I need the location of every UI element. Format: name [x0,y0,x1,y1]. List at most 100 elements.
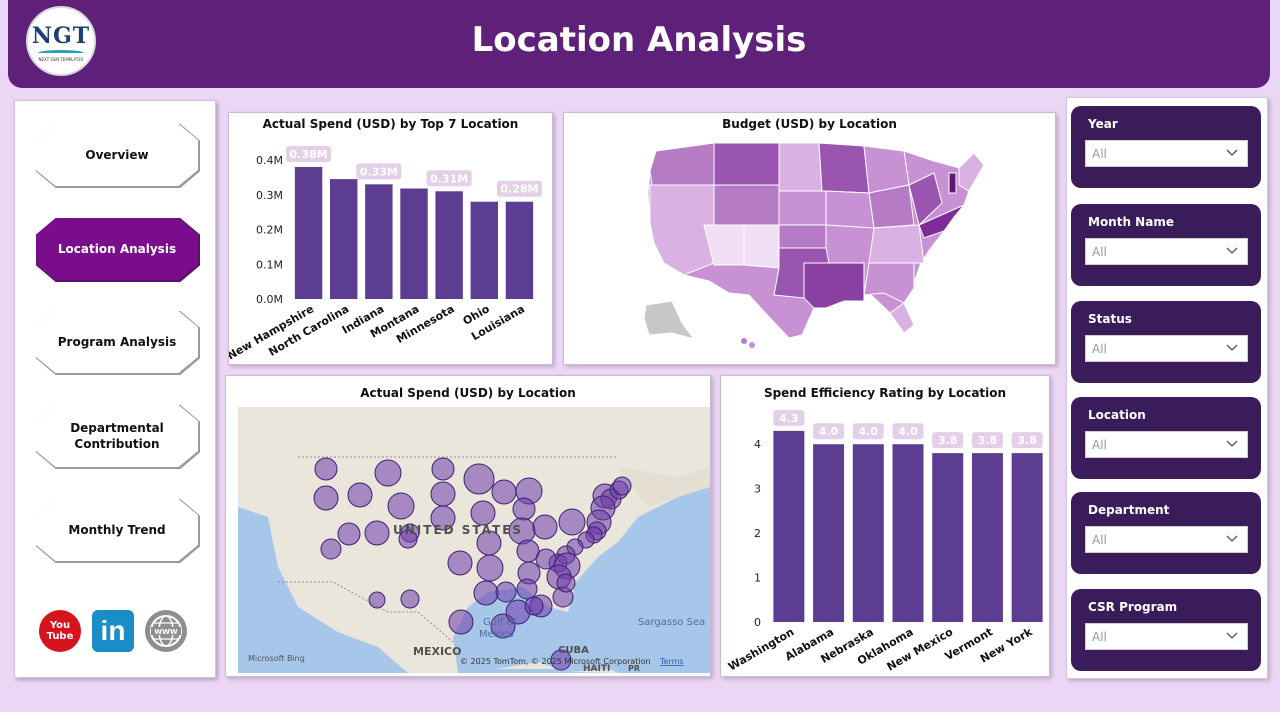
bar[interactable] [400,188,428,299]
data-label-bg [971,432,1003,449]
chart-title: Actual Spend (USD) by Top 7 Location [262,117,519,131]
map-label-sea: Sargasso Sea [638,617,705,628]
bar[interactable] [330,179,358,299]
data-label-bg [286,145,332,162]
map-label-cuba: CUBA [558,645,589,656]
map-label-gulf: Gulf of Mexico [479,617,517,640]
location-bubble[interactable] [473,580,499,606]
nav-location-analysis-label: Location Analysis [36,218,198,280]
y-tick-label: 3 [754,483,761,496]
chevron-down-icon [1226,247,1238,254]
bar[interactable] [294,166,323,299]
nav-departmental-contribution[interactable]: Departmental Contribution [36,405,200,469]
bar[interactable] [435,191,463,299]
location-bubble[interactable] [313,485,339,511]
location-bubble[interactable] [430,505,456,531]
filter-location-dropdown[interactable]: All [1085,431,1248,458]
location-bubble[interactable] [374,459,402,487]
nav-departmental-contribution-label: Departmental Contribution [36,405,198,467]
location-bubble[interactable] [430,481,456,507]
map-attribution: © 2025 TomTom, © 2025 Microsoft Corporat… [460,657,651,666]
location-bubble[interactable] [320,538,342,560]
bar[interactable] [365,184,393,299]
nav-monthly-trend-label: Monthly Trend [36,499,198,561]
chevron-down-icon [1226,632,1238,639]
location-bubble[interactable] [495,581,517,603]
location-bubble[interactable] [558,508,586,536]
location-bubble[interactable] [550,649,572,671]
location-bubble[interactable] [516,539,540,563]
location-bubble[interactable] [470,500,496,526]
location-bubble[interactable] [532,514,558,540]
page-title: Location Analysis [471,20,807,60]
bar[interactable] [852,444,884,622]
nav-monthly-trend[interactable]: Monthly Trend [36,499,200,563]
location-bubble[interactable] [431,457,455,481]
filter-status-value: All [1092,342,1107,356]
spend-efficiency-panel: Spend Efficiency Rating by Location 0 1 2 3… [720,375,1050,677]
location-bubble[interactable] [337,522,361,546]
bubble-map[interactable]: UNITED STATES Gulf of Mexico Sargasso Sea… [238,407,710,673]
data-label: 0.28M [500,183,538,196]
bar[interactable] [971,453,1003,622]
location-bubble[interactable] [476,554,504,582]
us-choropleth-map[interactable] [564,113,1057,366]
location-bubble[interactable] [400,589,420,609]
bubble-group[interactable] [313,457,632,671]
location-bubble[interactable] [512,497,536,521]
location-bubble[interactable] [516,578,538,600]
data-label: 3.8 [1017,434,1037,447]
bar[interactable] [505,201,534,299]
filter-status-dropdown[interactable]: All [1085,335,1248,362]
filter-department-label: Department [1088,503,1170,517]
data-label-bg [356,163,402,180]
logo-swoosh-icon [38,50,84,56]
svg-text:WWW: WWW [154,628,177,636]
location-bubble[interactable] [463,463,495,495]
bar[interactable] [773,430,805,622]
budget-by-location-panel: Budget (USD) by Location [563,112,1056,365]
youtube-you: You [49,620,71,631]
filter-csr-program-dropdown[interactable]: All [1085,623,1248,650]
data-label-bg [852,423,884,440]
nav-overview[interactable]: Overview [36,124,200,188]
bar[interactable] [813,444,845,622]
chevron-down-icon [1226,440,1238,447]
filter-year-label: Year [1088,117,1118,131]
filter-month-name-dropdown[interactable]: All [1085,238,1248,265]
location-bubble[interactable] [612,476,632,496]
bar[interactable] [932,453,964,622]
location-bubble[interactable] [556,573,576,593]
y-tick-label: 0.2M [256,224,283,237]
location-bubble[interactable] [347,482,373,508]
bar[interactable] [892,444,924,622]
location-bubble[interactable] [448,609,474,635]
youtube-icon[interactable]: You Tube [39,610,81,652]
nav-location-analysis[interactable]: Location Analysis [36,218,200,282]
location-bubble[interactable] [524,596,544,616]
location-bubble[interactable] [364,520,390,546]
location-bubble[interactable] [491,479,517,505]
web-globe-icon[interactable]: WWW [145,610,187,652]
y-tick-label: 2 [754,527,761,540]
filter-month-name: Month Name All [1071,204,1261,286]
location-bubble[interactable] [447,550,473,576]
location-bubble[interactable] [314,457,338,481]
linkedin-icon[interactable]: in [92,610,134,652]
bar[interactable] [1011,453,1043,622]
data-label-bg [892,423,924,440]
filter-csr-program-value: All [1092,630,1107,644]
bar[interactable] [470,201,498,299]
nav-program-analysis[interactable]: Program Analysis [36,311,200,375]
filter-status-label: Status [1088,312,1132,326]
map-terms-link[interactable]: Terms [659,657,684,666]
filter-year-dropdown[interactable]: All [1085,140,1248,167]
location-bubble[interactable] [387,492,415,520]
filter-department-dropdown[interactable]: All [1085,526,1248,553]
x-tick-label: Washington [726,625,796,673]
filter-department-value: All [1092,533,1107,547]
ngt-logo: NGT NEXT GEN TEMPLATES [26,6,96,76]
location-bubble[interactable] [368,591,386,609]
location-bubble[interactable] [398,529,418,549]
